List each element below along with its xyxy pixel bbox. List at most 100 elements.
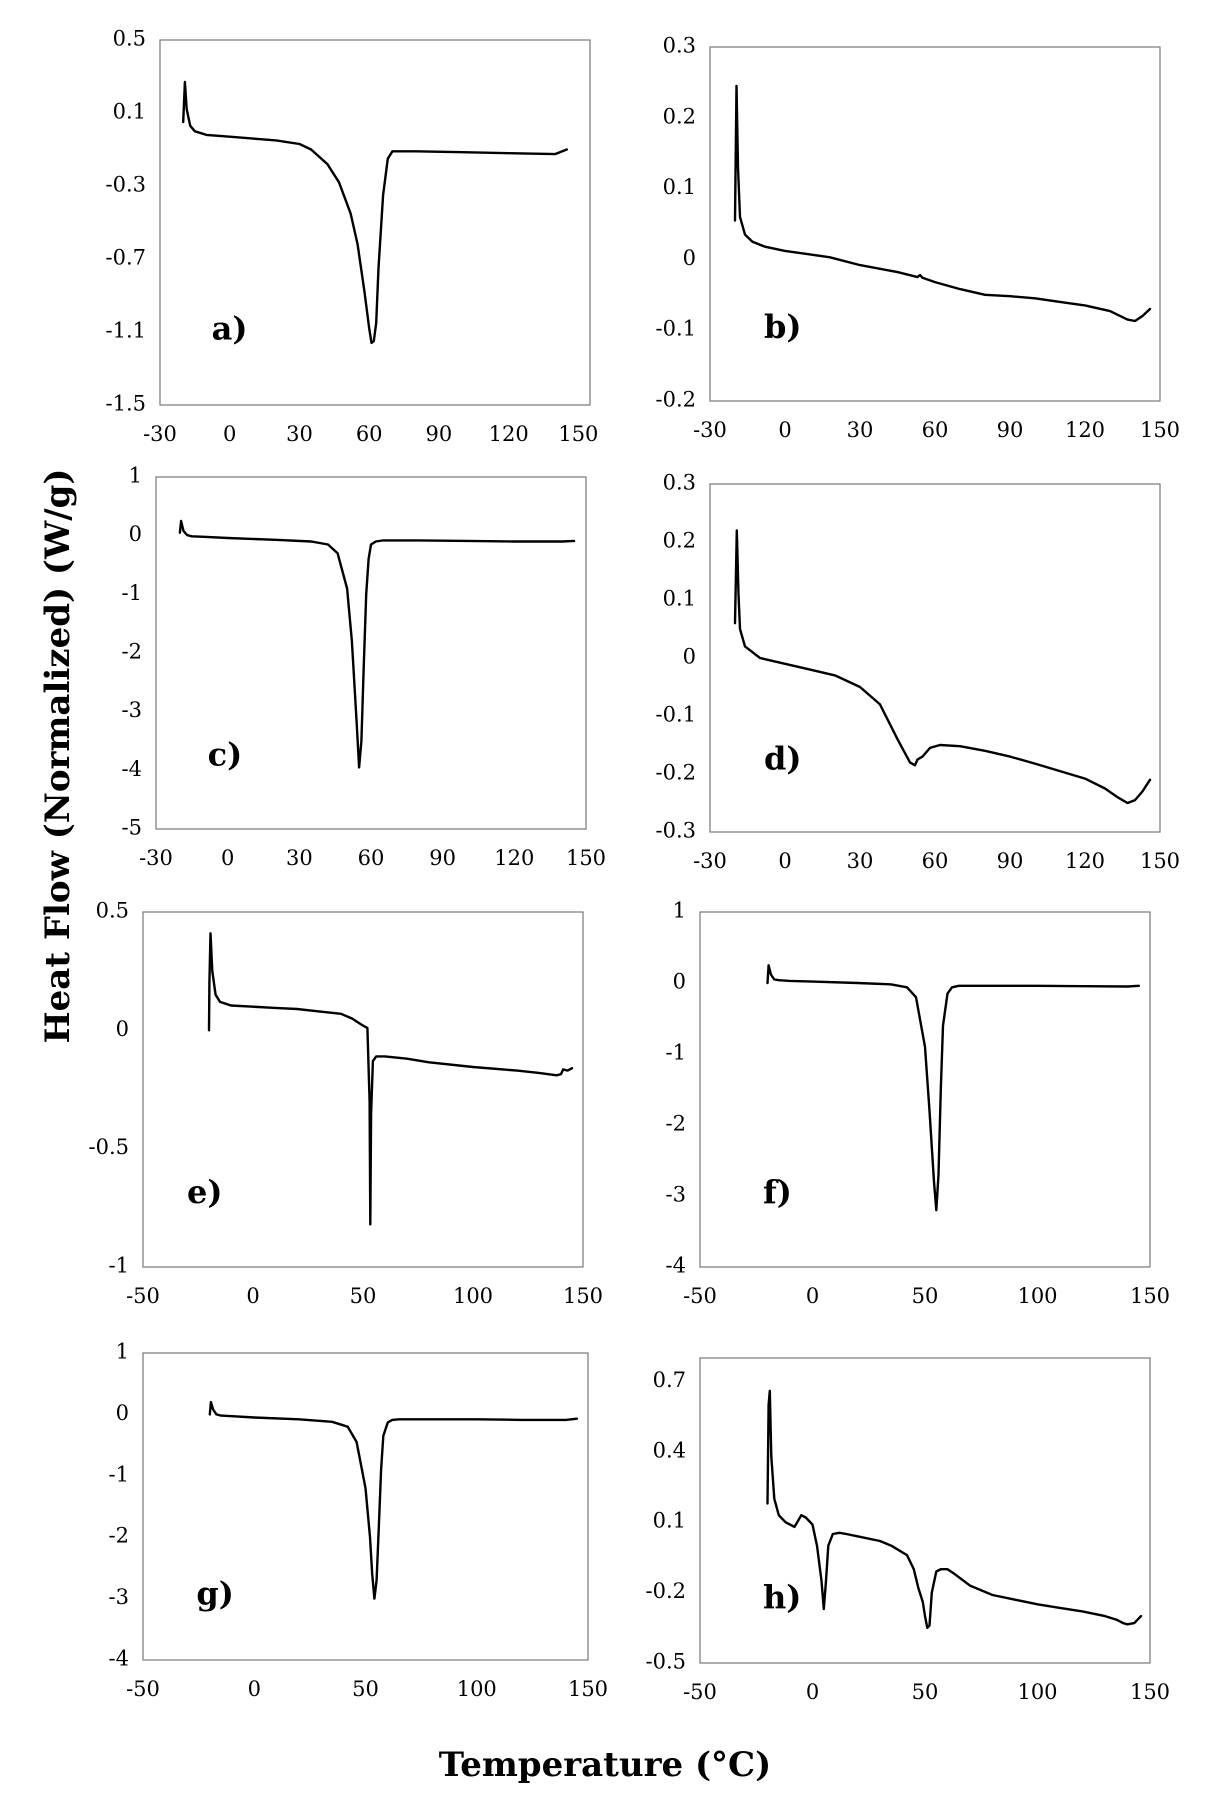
panel-d-label: d) (764, 739, 802, 777)
panel-d-y-tick-label: -0.2 (656, 761, 697, 785)
panel-d-y-tick-label: 0.1 (663, 587, 696, 611)
panel-a-y-tick-label: 0.1 (113, 100, 146, 124)
panel-c-y-tick-label: -3 (122, 698, 142, 722)
panel-h-plot-frame (699, 1357, 1151, 1664)
panel-c-x-tick-label: 90 (429, 846, 456, 870)
panel-c-x-tick-label: -30 (139, 846, 173, 870)
panel-e-y-tick-label: 0 (116, 1017, 129, 1041)
panel-c-label: c) (208, 736, 243, 774)
panel-f-y-tick-label: -2 (666, 1112, 686, 1136)
panel-f-x-tick-label: 0 (806, 1284, 819, 1308)
panel-c-x-tick-label: 150 (566, 846, 606, 870)
panel-g-y-tick-label: 0 (116, 1401, 129, 1425)
panel-e-x-tick-label: 150 (563, 1284, 603, 1308)
panel-b-y-tick-label: -0.1 (656, 317, 697, 341)
x-axis-title: Temperature (°C) (439, 1745, 771, 1785)
panel-f-y-tick-label: -4 (666, 1254, 686, 1278)
panel-b-x-tick-label: 90 (997, 418, 1024, 442)
panel-a-x-tick-label: 120 (489, 422, 529, 446)
panel-b-y-tick-label: 0 (683, 246, 696, 270)
panel-f-y-tick-label: -1 (666, 1041, 686, 1065)
panel-f-x-tick-label: -50 (683, 1284, 717, 1308)
panel-d-x-tick-label: 120 (1065, 849, 1105, 873)
panel-g-label: g) (196, 1575, 234, 1613)
panel-e-y-tick-label: 0.5 (96, 899, 129, 923)
panel-e-x-tick-label: 0 (246, 1284, 259, 1308)
panel-g-x-tick-label: 0 (248, 1677, 261, 1701)
panel-b-x-tick-label: 60 (922, 418, 949, 442)
panel-h-y-tick-label: -0.2 (646, 1579, 687, 1603)
panel-h-series-line (766, 1389, 1143, 1629)
panel-d-x-tick-label: -30 (693, 849, 727, 873)
panel-d-y-tick-label: -0.3 (656, 819, 697, 843)
panel-g: -4 -3 -2 -1 0 1 -50 0 50 100 150 g) (109, 1340, 609, 1702)
panel-g-y-tick-label: 1 (116, 1340, 129, 1364)
panel-b: -0.2 -0.1 0 0.1 0.2 0.3 -30 0 30 60 90 120 150 b) (656, 34, 1181, 443)
panel-g-plot-frame (142, 1352, 589, 1661)
panel-d-x-tick-label: 60 (922, 849, 949, 873)
panel-f-series-line (766, 964, 1140, 1212)
panel-c-y-tick-label: -5 (122, 816, 142, 840)
panel-a-x-tick-label: 90 (426, 422, 453, 446)
panel-a-x-tick-label: 60 (356, 422, 383, 446)
panel-a-y-tick-label: -0.3 (106, 173, 147, 197)
panel-e-label: e) (187, 1173, 223, 1211)
panel-c-x-tick-label: 0 (221, 846, 234, 870)
panel-b-x-tick-label: 120 (1065, 418, 1105, 442)
panel-e-y-tick-label: -1 (109, 1254, 129, 1278)
panel-h-x-tick-label: 150 (1130, 1680, 1170, 1704)
y-axis-title: Heat Flow (Normalized) (W/g) (38, 469, 78, 1044)
panel-h-y-tick-label: 0.7 (653, 1368, 686, 1392)
panel-a-y-tick-label: -1.1 (106, 319, 147, 343)
panel-e-x-tick-label: -50 (126, 1284, 160, 1308)
panel-d-x-tick-label: 150 (1140, 849, 1180, 873)
panel-g-x-tick-label: 100 (457, 1677, 497, 1701)
panel-h-x-tick-label: -50 (683, 1680, 717, 1704)
panel-d-x-tick-label: 0 (778, 849, 791, 873)
panel-d-plot-frame (709, 483, 1161, 833)
panel-c-plot-frame (155, 476, 587, 830)
panel-c-x-tick-label: 60 (358, 846, 385, 870)
panel-c-y-tick-label: 0 (129, 522, 142, 546)
panel-e: -1 -0.5 0 0.5 -50 0 50 100 150 e) (89, 899, 604, 1309)
panel-g-series-line (208, 1400, 579, 1600)
panel-h-y-tick-label: 0.1 (653, 1509, 686, 1533)
panel-b-x-tick-label: 30 (847, 418, 874, 442)
panel-f-y-tick-label: 0 (673, 970, 686, 994)
panel-a-y-tick-label: -1.5 (106, 392, 147, 416)
panel-a-y-tick-label: -0.7 (106, 246, 147, 270)
panel-f-x-tick-label: 150 (1130, 1284, 1170, 1308)
panel-f-y-tick-label: -3 (666, 1183, 686, 1207)
panel-a-x-tick-label: 150 (558, 422, 598, 446)
panels-group: -1.5-1.1-0.7-0.30.10.5-30 0 30 60 90 120 150a)… (89, 27, 1181, 1705)
panel-c-x-tick-label: 120 (494, 846, 534, 870)
panel-b-label: b) (764, 307, 802, 345)
panel-c-y-tick-label: -4 (122, 757, 142, 781)
panel-a-x-tick-label: 30 (286, 422, 313, 446)
panel-c-x-tick-label: 30 (286, 846, 313, 870)
panel-c-y-tick-label: -1 (122, 581, 142, 605)
panel-b-y-tick-label: -0.2 (656, 388, 697, 412)
panel-e-series-line (207, 932, 574, 1226)
panel-h-y-tick-label: -0.5 (646, 1650, 687, 1674)
panel-b-plot-frame (709, 46, 1161, 402)
panel-b-x-tick-label: 0 (778, 418, 791, 442)
panel-d-y-tick-label: -0.1 (656, 703, 697, 727)
panel-e-plot-frame (142, 911, 584, 1268)
panel-g-x-tick-label: 150 (568, 1677, 608, 1701)
panel-g-y-tick-label: -4 (109, 1647, 129, 1671)
panel-b-series-line (733, 84, 1152, 323)
panel-h-y-tick-label: 0.4 (653, 1438, 686, 1462)
panel-h-x-tick-label: 100 (1017, 1680, 1057, 1704)
panel-f-label: f) (763, 1173, 792, 1211)
panel-b-y-tick-label: 0.3 (663, 34, 696, 58)
panel-f-x-tick-label: 50 (912, 1284, 939, 1308)
panel-c-series-line (178, 519, 576, 769)
panel-b-x-tick-label: 150 (1140, 418, 1180, 442)
panel-a-label: a) (212, 309, 248, 347)
panel-f: -4 -3 -2 -1 0 1 -50 0 50 100 150 f) (666, 899, 1171, 1309)
panel-h: -0.5 -0.2 0.1 0.4 0.7 -50 0 50 100 150 h) (646, 1357, 1170, 1704)
panel-h-x-tick-label: 50 (912, 1680, 939, 1704)
panel-g-y-tick-label: -2 (109, 1524, 129, 1548)
